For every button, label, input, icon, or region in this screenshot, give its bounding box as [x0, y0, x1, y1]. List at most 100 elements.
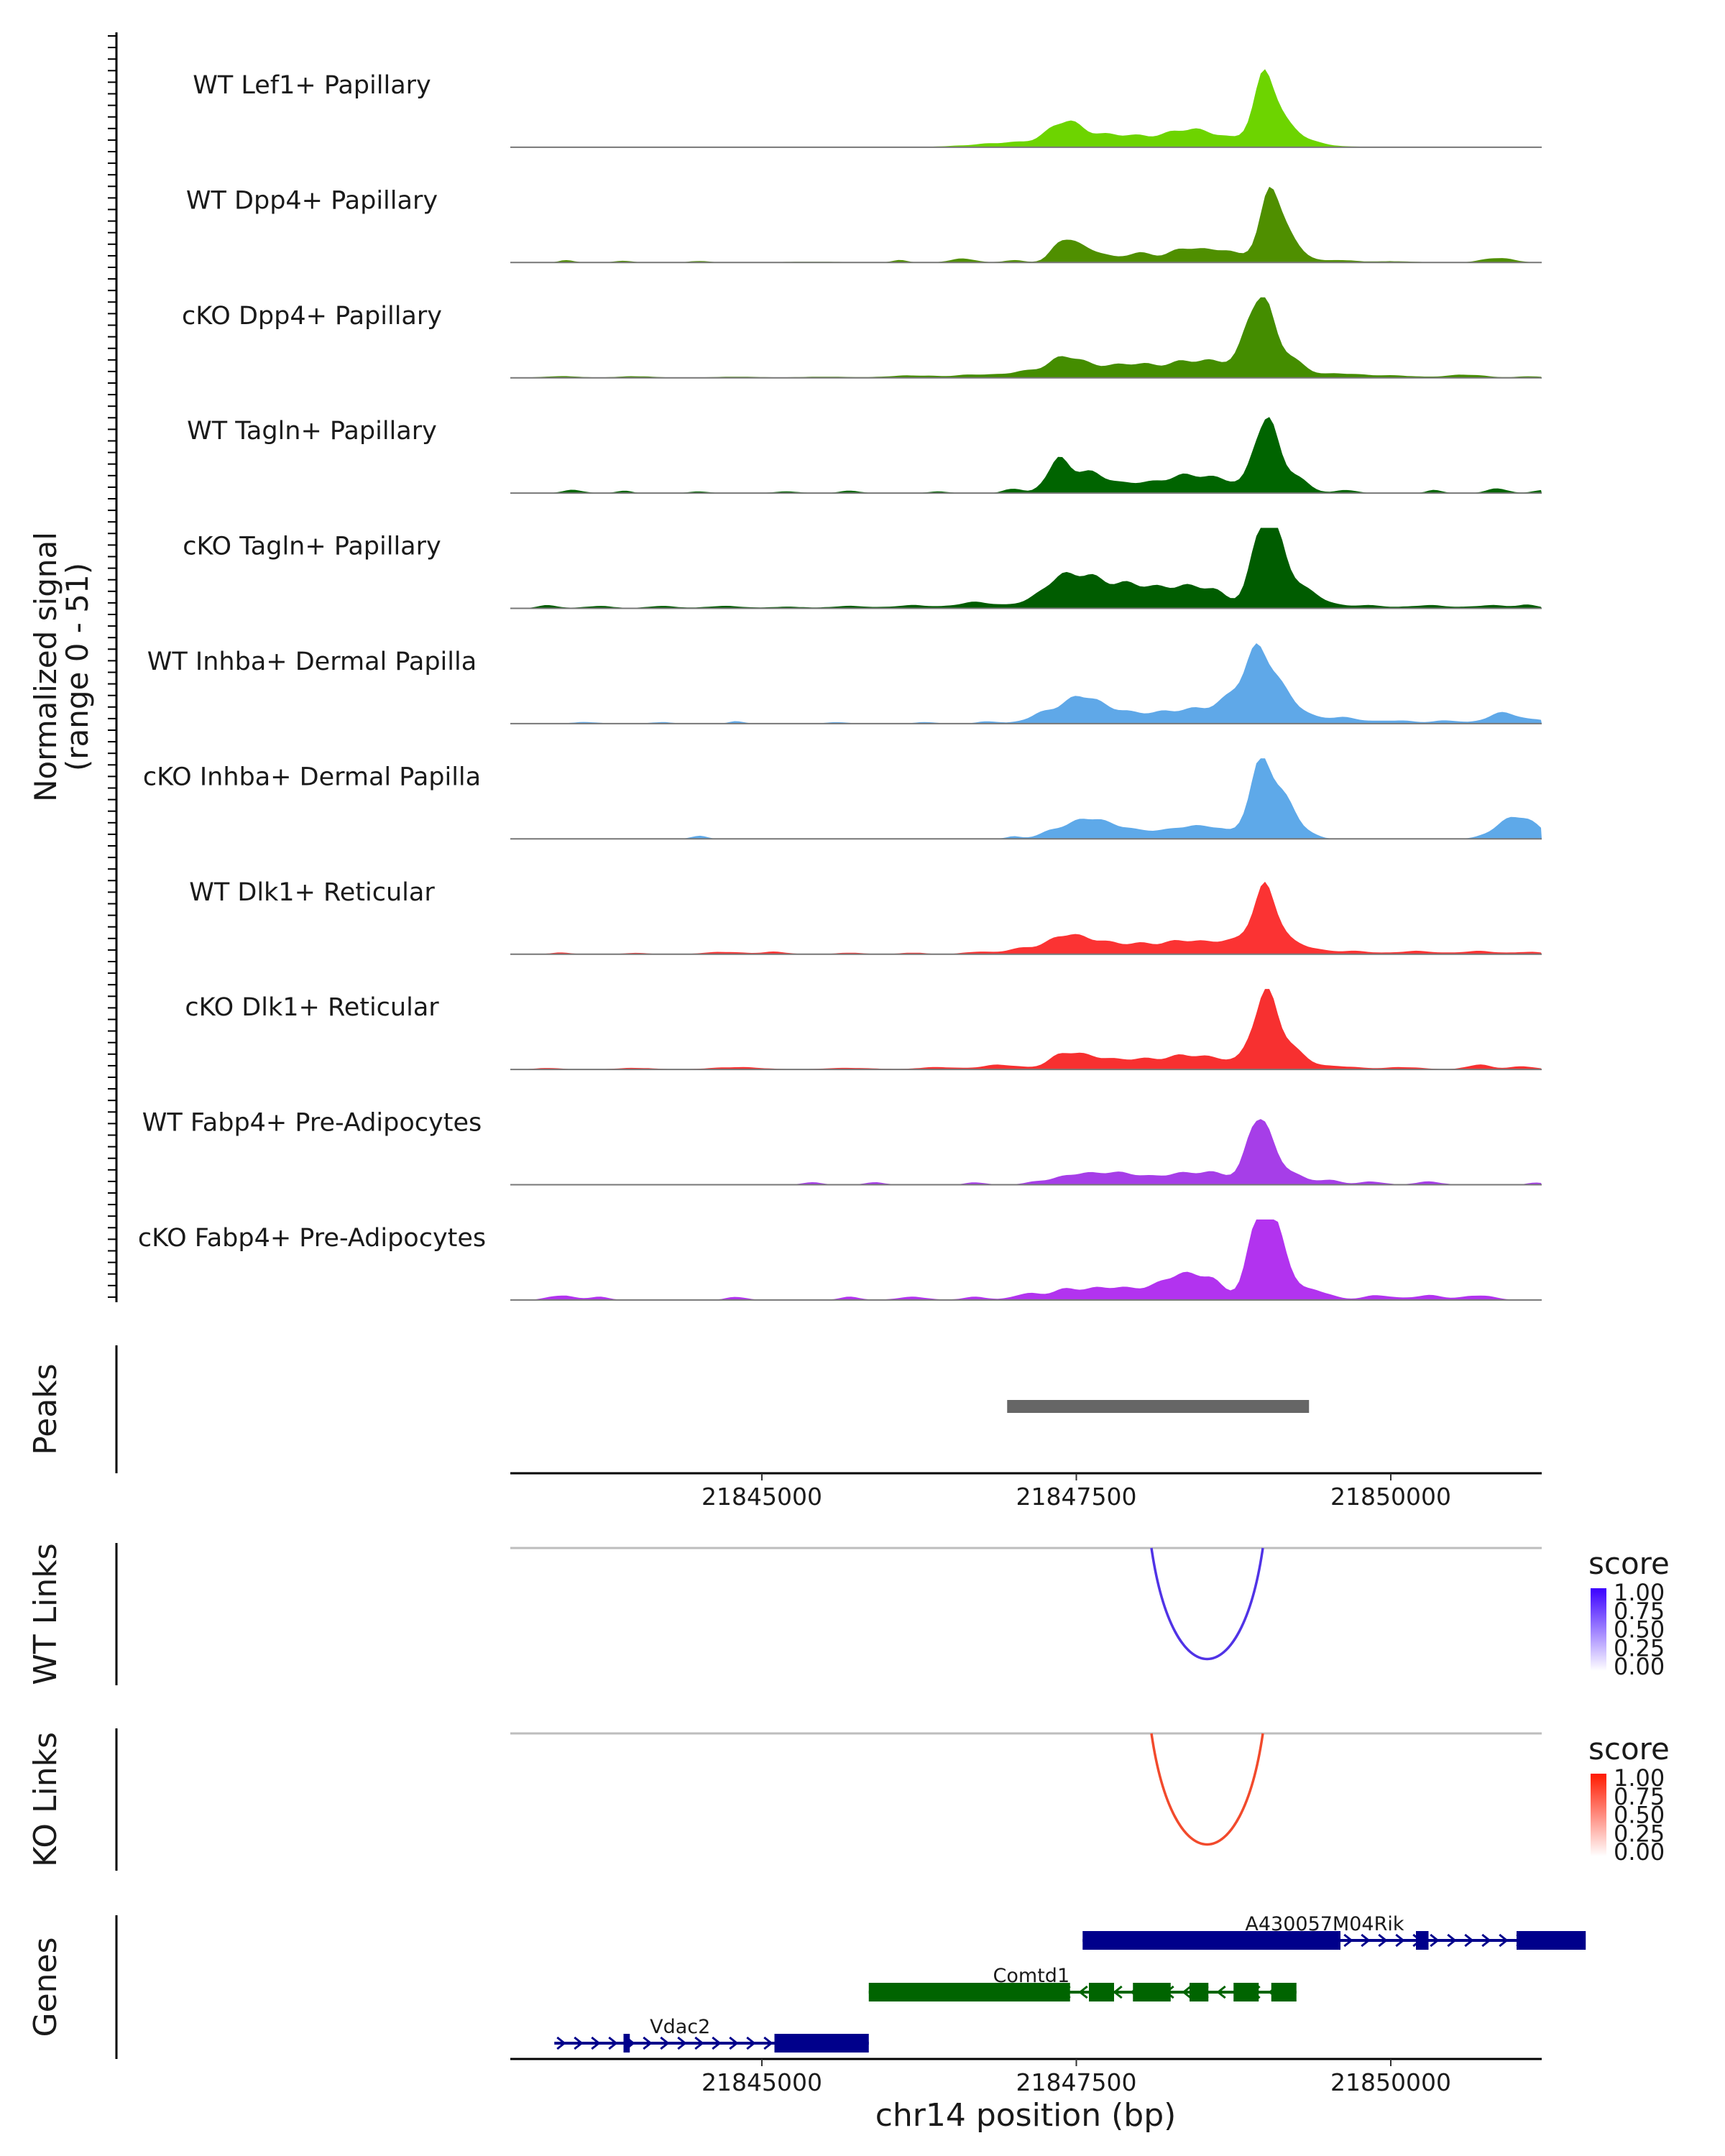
strand-chevron	[1182, 1985, 1192, 1999]
signal-track: cKO Dpp4+ Papillary	[182, 297, 1542, 379]
strand-chevron	[1113, 1985, 1123, 1999]
strand-chevron	[763, 2036, 773, 2050]
strand-chevron	[1343, 1933, 1353, 1948]
track-label: cKO Inhba+ Dermal Papilla	[143, 763, 481, 791]
x-tick-label: 21847500	[1016, 1483, 1137, 1511]
signal-track: WT Lef1+ Papillary	[193, 69, 1542, 148]
gene-exon	[623, 2034, 630, 2053]
gene-exon	[1082, 1931, 1340, 1950]
gene-exon	[774, 2034, 869, 2053]
strand-chevron	[1078, 1985, 1088, 1999]
peak-regions	[1007, 1400, 1310, 1413]
signal-track: WT Dlk1+ Reticular	[189, 878, 1542, 955]
links-track-label: WT Links	[27, 1543, 64, 1685]
strand-chevron	[1430, 1933, 1440, 1948]
signal-area	[510, 69, 1542, 147]
signal-area	[510, 758, 1542, 839]
track-label: cKO Fabp4+ Pre-Adipocytes	[138, 1224, 486, 1253]
strand-chevron	[608, 2036, 618, 2050]
strand-chevron	[1499, 1933, 1509, 1948]
coverage-panel: Normalized signal (range 0 - 51) WT Lef1…	[28, 32, 1542, 1302]
track-label: cKO Dlk1+ Reticular	[185, 993, 439, 1022]
x-tick-label: 21845000	[702, 2068, 822, 2096]
legend-tick-label: 1.00	[1614, 1764, 1665, 1792]
x-tick-label: 21847500	[1016, 2068, 1137, 2096]
signal-area	[510, 297, 1542, 378]
strand-chevron	[1447, 1933, 1457, 1948]
gene-label: Vdac2	[650, 2016, 710, 2038]
track-label: WT Fabp4+ Pre-Adipocytes	[142, 1109, 482, 1138]
gene-exon	[1133, 1983, 1171, 2001]
gene-exon	[1517, 1931, 1586, 1950]
signal-area	[510, 1219, 1542, 1300]
x-tick-label: 21850000	[1330, 2068, 1451, 2096]
gene-exon	[1271, 1983, 1297, 2001]
strand-chevron	[746, 2036, 756, 2050]
legend-tick-label: 0.00	[1614, 1653, 1665, 1680]
gene-label: Comtd1	[993, 1965, 1070, 1987]
peaks-x-ticks: 21845000 21847500 21850000	[702, 1473, 1451, 1511]
strand-chevron	[556, 2036, 566, 2050]
strand-chevron	[660, 2036, 670, 2050]
coverage-y-ticks	[108, 35, 116, 1298]
y-axis-label-line1: Normalized signal	[28, 532, 63, 802]
genes-track-label: Genes	[27, 1937, 64, 2037]
strand-chevron	[574, 2036, 584, 2050]
legend-tick-label: 0.50	[1614, 1802, 1665, 1829]
signal-track: cKO Fabp4+ Pre-Adipocytes	[138, 1219, 1542, 1301]
strand-chevron	[1378, 1933, 1388, 1948]
legend-tick-label: 0.75	[1614, 1598, 1665, 1625]
legend-colorbar	[1591, 1588, 1606, 1671]
peak-region	[1007, 1400, 1310, 1413]
legend-tick-label: 0.25	[1614, 1634, 1665, 1662]
gene-exon	[1233, 1983, 1259, 2001]
peaks-track-label: Peaks	[27, 1363, 64, 1455]
signal-area	[510, 881, 1542, 954]
signal-track: WT Tagln+ Papillary	[187, 417, 1542, 494]
strand-chevron	[1464, 1933, 1474, 1948]
signal-track: cKO Tagln+ Papillary	[183, 528, 1542, 609]
track-label: WT Dlk1+ Reticular	[189, 878, 435, 907]
genes-x-ticks: 21845000 21847500 21850000	[702, 2059, 1451, 2096]
legend-tick-label: 0.75	[1614, 1783, 1665, 1810]
track-label: cKO Dpp4+ Papillary	[182, 302, 442, 331]
legend-title: score	[1588, 1731, 1670, 1766]
links-track-label: KO Links	[27, 1732, 64, 1867]
strand-chevron	[591, 2036, 601, 2050]
legend-tick-label: 0.00	[1614, 1838, 1665, 1866]
gene-exon	[1190, 1983, 1209, 2001]
strand-chevron	[1481, 1933, 1491, 1948]
gene-exon	[1089, 1983, 1114, 2001]
strand-chevron	[1216, 1985, 1226, 1999]
signal-area	[510, 528, 1542, 609]
gene-model: A430057M04Rik	[1082, 1913, 1586, 1950]
signal-area	[510, 989, 1542, 1070]
signal-track: cKO Inhba+ Dermal Papilla	[143, 758, 1542, 840]
strand-chevron	[729, 2036, 739, 2050]
gene-exon	[868, 1983, 1070, 2001]
signal-area	[510, 417, 1542, 494]
legend-title: score	[1588, 1546, 1670, 1581]
strand-chevron	[677, 2036, 687, 2050]
track-label: WT Lef1+ Papillary	[193, 71, 431, 100]
legend-colorbar	[1591, 1774, 1606, 1856]
track-label: WT Dpp4+ Papillary	[186, 186, 438, 215]
signal-area	[510, 186, 1542, 263]
legend-tick-label: 0.50	[1614, 1616, 1665, 1644]
track-label: cKO Tagln+ Papillary	[183, 533, 441, 561]
strand-chevron	[694, 2036, 704, 2050]
strand-chevron	[643, 2036, 653, 2050]
signal-track: WT Dpp4+ Papillary	[186, 186, 1542, 264]
strand-chevron	[712, 2036, 722, 2050]
signal-area	[510, 1119, 1542, 1185]
signal-area	[510, 643, 1542, 724]
gene-model: Comtd1	[868, 1965, 1297, 2001]
